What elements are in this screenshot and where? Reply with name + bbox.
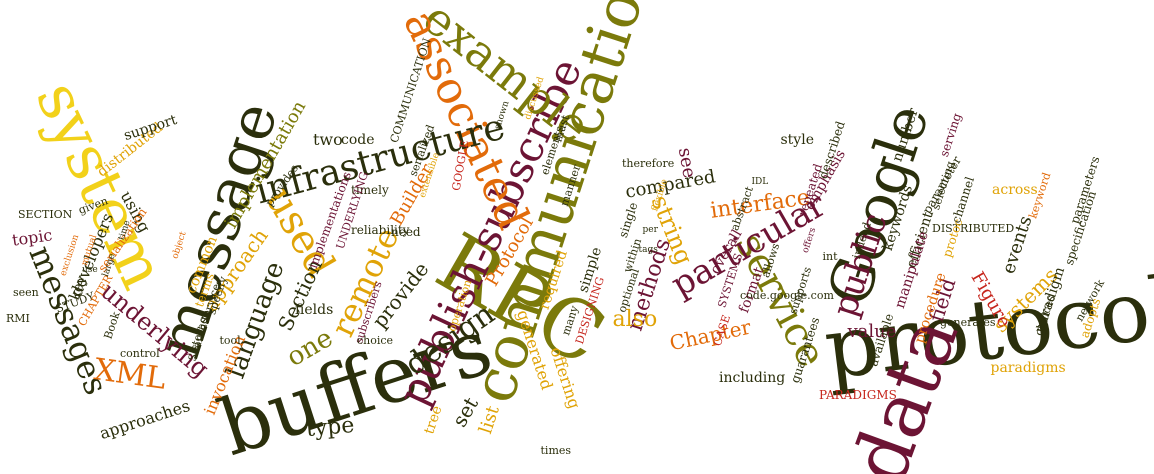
word-code-google-com: code.google.com: [740, 288, 834, 302]
word-therefore: therefore: [622, 156, 675, 170]
word-seen: seen: [13, 285, 39, 299]
word-within: within: [620, 236, 644, 274]
word-control: control: [120, 346, 160, 360]
word-across: across: [992, 182, 1038, 198]
word-book: Book: [101, 309, 123, 341]
word-including: including: [719, 370, 786, 386]
word-per: per: [642, 224, 658, 235]
word-style: style: [780, 132, 814, 148]
word-type: type: [304, 412, 356, 443]
word-code: code: [341, 132, 375, 148]
word-reliability: reliability: [351, 223, 410, 237]
word-single: single: [615, 200, 641, 240]
word-paradigms: paradigms: [990, 360, 1066, 376]
word-chapter: Chapter: [667, 314, 753, 356]
word-rmi: RMI: [6, 311, 30, 325]
word-int: int: [822, 249, 838, 263]
word-choice: choice: [357, 333, 394, 347]
word-tool: tool: [219, 333, 241, 347]
word-generates: generates: [940, 315, 996, 329]
word-timely: timely: [351, 183, 389, 197]
word-use: use: [82, 264, 98, 275]
word-shown: shown: [492, 99, 511, 131]
word-value: value: [847, 321, 897, 342]
word-idl: IDL: [751, 176, 769, 187]
word-need: need: [391, 225, 421, 239]
word-times: times: [540, 443, 572, 457]
word-section: SECTION: [18, 207, 73, 221]
word-list: list: [475, 403, 504, 437]
word-paradigms: PARADIGMS: [819, 388, 897, 402]
word-distributed: DISTRIBUTED: [932, 221, 1015, 235]
word-fields: fields: [295, 302, 334, 318]
word-two: two: [313, 130, 343, 149]
word-approaches: approaches: [97, 395, 193, 444]
word-see: see: [673, 146, 700, 180]
word-tags: tags: [638, 244, 658, 255]
word-also: also: [612, 307, 658, 332]
